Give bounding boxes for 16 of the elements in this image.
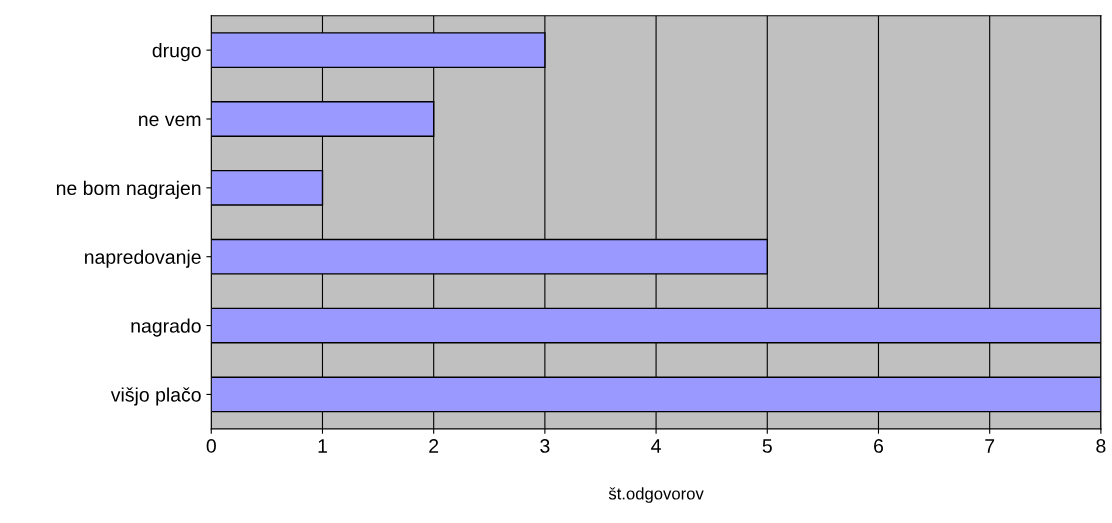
x-tick-label: 0: [206, 439, 216, 453]
y-tick-label: napredovanje: [85, 249, 201, 268]
y-tick-label: višjo plačo: [110, 387, 201, 406]
y-tick-label: drugo: [152, 43, 201, 62]
x-tick-label: 8: [1096, 439, 1106, 453]
x-tick-label: 1: [318, 439, 327, 453]
x-tick-label: 4: [651, 439, 661, 453]
x-tick-label: 7: [985, 439, 995, 453]
y-tick-label: ne vem: [139, 115, 201, 127]
x-tick-label: 2: [429, 439, 439, 453]
x-tick-label: 3: [540, 439, 550, 453]
x-tick-label: 5: [762, 439, 772, 453]
y-tick-label: ne bom nagrajen: [56, 180, 201, 199]
x-axis-title: št.odgovorov: [608, 487, 704, 503]
y-tick-label: nagrado: [131, 318, 201, 337]
x-tick-label: 6: [874, 439, 884, 453]
